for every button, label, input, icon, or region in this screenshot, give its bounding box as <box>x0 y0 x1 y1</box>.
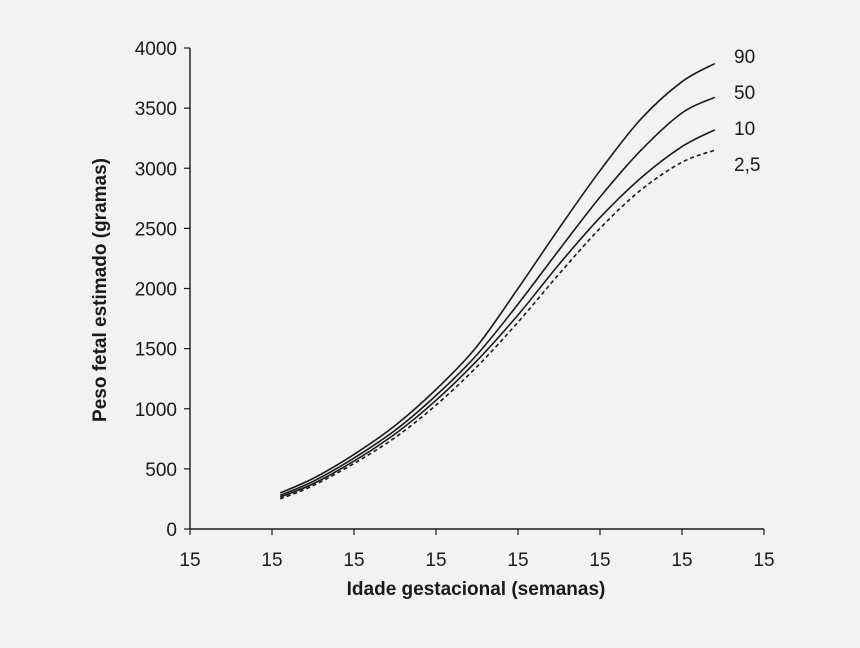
y-tick-label: 2000 <box>135 280 177 301</box>
series-line-p10 <box>279 129 716 498</box>
series-label-p2-5: 2,5 <box>734 155 760 176</box>
y-tick-label: 500 <box>145 460 177 481</box>
x-tick-label: 15 <box>261 550 282 571</box>
series-layer <box>279 62 716 500</box>
series-label-p10: 10 <box>734 119 755 140</box>
y-tick-label: 3500 <box>135 99 177 120</box>
x-tick-label: 15 <box>507 550 528 571</box>
x-tick-label: 15 <box>589 550 610 571</box>
y-tick-label: 4000 <box>135 39 177 60</box>
y-axis-title: Peso fetal estimado (gramas) <box>90 158 111 422</box>
series-line-p90 <box>279 62 716 494</box>
series-label-p50: 50 <box>734 83 755 104</box>
axes: 0 500 1000 1500 2000 2500 3000 3500 4000 15 15 15 15… <box>135 39 775 571</box>
y-tick-label: 2500 <box>135 219 177 240</box>
series-label-p90: 90 <box>734 47 755 68</box>
series-labels: 90 50 10 2,5 <box>734 47 760 176</box>
x-tick-label: 15 <box>671 550 692 571</box>
x-tick-label: 15 <box>753 550 774 571</box>
y-tick-label: 0 <box>166 520 177 541</box>
x-tick-label: 15 <box>179 550 200 571</box>
series-line-p50 <box>279 96 716 497</box>
y-tick-label: 1000 <box>135 400 177 421</box>
y-tick-label: 1500 <box>135 340 177 361</box>
x-tick-label: 15 <box>425 550 446 571</box>
x-axis-title: Idade gestacional (semanas) <box>347 579 606 600</box>
x-tick-label: 15 <box>343 550 364 571</box>
series-line-p2-5 <box>279 149 716 500</box>
y-tick-label: 3000 <box>135 159 177 180</box>
